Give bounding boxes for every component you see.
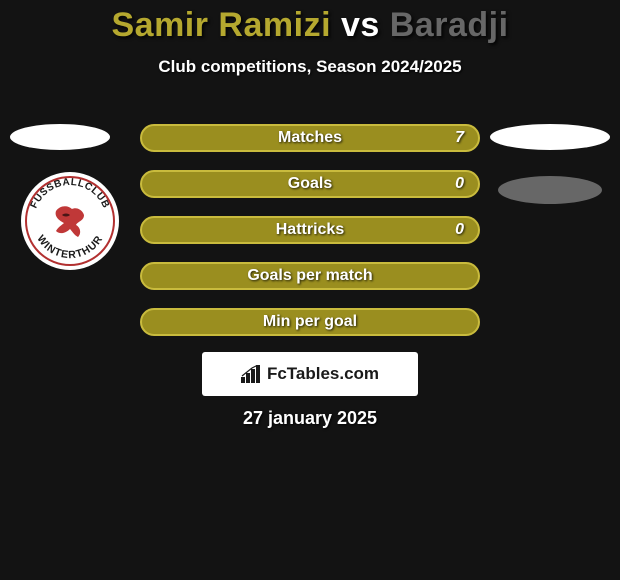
club-badge: FUSSBALLCLUB WINTERTHUR [21, 172, 119, 270]
stat-bar-label: Matches [278, 129, 342, 147]
footer-logo-text: FcTables.com [267, 364, 379, 384]
stat-bar-row: Matches 7 [140, 124, 480, 152]
stat-bar-label: Hattricks [276, 221, 344, 239]
footer-logo-box: FcTables.com [202, 352, 418, 396]
stat-bar-row: Goals per match [140, 262, 480, 290]
player2-oval-top [490, 124, 610, 150]
lion-icon [50, 201, 90, 241]
subtitle: Club competitions, Season 2024/2025 [0, 57, 620, 77]
stat-bar-label: Min per goal [263, 313, 357, 331]
vs-text: vs [341, 6, 380, 44]
player1-name: Samir Ramizi [111, 6, 331, 44]
badge-inner [42, 193, 98, 249]
stat-bar-row: Goals 0 [140, 170, 480, 198]
stat-bars: Matches 7 Goals 0 Hattricks 0 Goals per match M… [140, 124, 480, 354]
page-title: Samir Ramizi vs Baradji [0, 0, 620, 45]
stat-bar-row: Hattricks 0 [140, 216, 480, 244]
stat-bar-value: 0 [455, 175, 464, 193]
stat-bar-label: Goals per match [247, 267, 372, 285]
bars-icon [241, 365, 261, 383]
stat-bar-row: Min per goal [140, 308, 480, 336]
stat-bar-value: 7 [455, 129, 464, 147]
player2-oval-bottom [498, 176, 602, 204]
player2-name: Baradji [390, 6, 509, 44]
player1-oval [10, 124, 110, 150]
date-text: 27 january 2025 [0, 408, 620, 429]
stat-bar-label: Goals [288, 175, 332, 193]
stat-bar-value: 0 [455, 221, 464, 239]
